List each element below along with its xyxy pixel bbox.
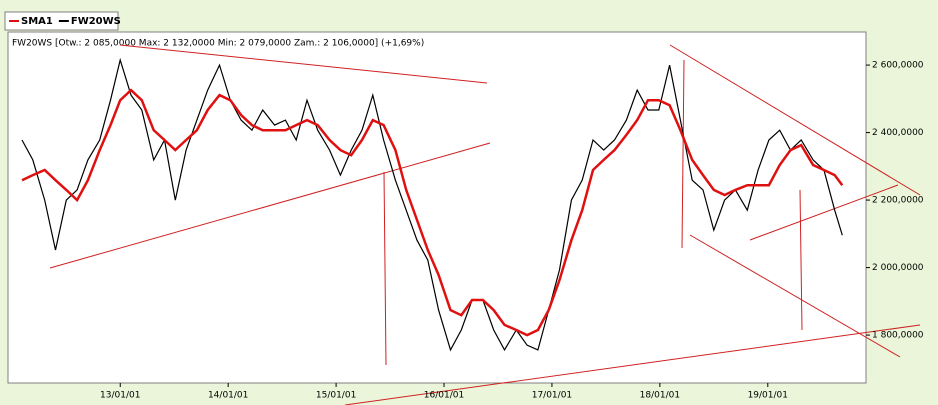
subtitle: FW20WS [Otw.: 2 085,0000 Max: 2 132,0000… bbox=[12, 39, 424, 49]
y-tick-label: 2 400,0000 bbox=[872, 128, 924, 138]
x-tick-label: 13/01/01 bbox=[100, 391, 140, 401]
plot-area bbox=[7, 31, 867, 384]
y-tick-label: 1 800,0000 bbox=[872, 331, 924, 341]
x-tick-label: 14/01/01 bbox=[208, 391, 248, 401]
y-tick-label: 2 200,0000 bbox=[872, 196, 924, 206]
trendlines bbox=[49, 44, 921, 405]
series-line bbox=[21, 88, 844, 337]
series-line bbox=[21, 57, 843, 352]
legend-label: FW20WS bbox=[71, 16, 121, 27]
x-tick-label: 18/01/01 bbox=[640, 391, 680, 401]
x-tick-label: 19/01/01 bbox=[748, 391, 788, 401]
x-tick-label: 17/01/01 bbox=[532, 391, 572, 401]
y-tick-label: 2 000,0000 bbox=[872, 263, 924, 273]
legend-label: SMA1 bbox=[21, 16, 53, 27]
y-tick-label: 2 600,0000 bbox=[872, 61, 924, 71]
x-tick-label: 16/01/01 bbox=[424, 391, 464, 401]
x-tick-label: 15/01/01 bbox=[316, 391, 356, 401]
